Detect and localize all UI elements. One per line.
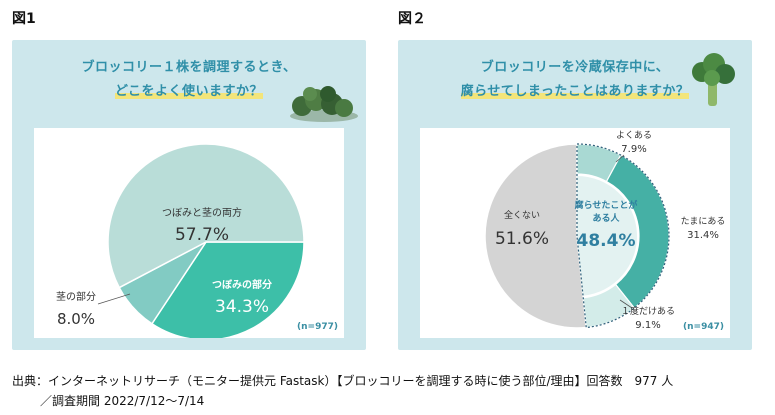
pie1-value-both: 57.7% <box>175 225 229 245</box>
pie2-leader-once <box>619 299 633 309</box>
figure2-chart-area: 全くない 51.6% 腐らせたことが ある人 48.4% よくある 7.9% たまにある 31.… <box>420 128 730 338</box>
broccoli-pile-icon <box>290 86 358 122</box>
pie2-inner-label-line2: ある人 <box>592 212 620 224</box>
pie1-slice <box>107 143 305 289</box>
figure1-question-line2: どこをよく使いますか？ <box>12 80 366 99</box>
pie2-label-none: 全くない <box>504 209 540 221</box>
caption-period: ／調査期間 2022/7/12〜7/14 <box>40 394 205 408</box>
pie2-label-once: １度だけある <box>621 305 675 317</box>
figure1-question-line1: ブロッコリー１株を調理するとき、 <box>81 60 297 75</box>
figure1-n-label: (n=977) <box>297 322 338 332</box>
pie1-leader-line <box>97 293 131 305</box>
figure1-question-text: どこをよく使いますか？ <box>114 84 264 99</box>
pie2-value-once: 9.1% <box>635 320 660 331</box>
pie2-inner-value: 48.4% <box>577 231 636 251</box>
figure2-label: 図２ <box>398 11 426 27</box>
pie2-inner-label-line1: 腐らせたことが <box>575 199 639 211</box>
pie2-value-sometimes: 31.4% <box>687 230 719 241</box>
figure1-label: 図1 <box>12 11 36 27</box>
pie2-value-often: 7.9% <box>621 144 646 155</box>
pie2-ring-slice <box>582 283 636 329</box>
broccoli-icon <box>692 53 735 106</box>
figure2-question-line1: ブロッコリーを冷蔵保存中に、 <box>480 60 670 75</box>
figure2-question-line2: 腐らせてしまったことはありますか？ <box>398 80 752 99</box>
pie2-inner-fill <box>577 176 638 296</box>
pie1-label-both: つぼみと茎の両方 <box>162 206 242 219</box>
pie1-value-bud: 34.3% <box>215 297 269 317</box>
pie1-label-stem: 茎の部分 <box>56 290 96 303</box>
pie2-value-none: 51.6% <box>495 229 549 249</box>
pie2-dotted-outline <box>576 143 670 329</box>
pie2-label-sometimes: たまにある <box>681 216 726 227</box>
figure1-chart-area: つぼみと茎の両方 57.7% つぼみの部分 34.3% 茎の部分 8.0% (n=977) <box>34 128 344 341</box>
pie2-label-often: よくある <box>616 130 652 141</box>
pie1-value-stem: 8.0% <box>57 310 95 328</box>
figure2-question-text: 腐らせてしまったことはありますか？ <box>460 84 690 99</box>
caption-source: 出典：インターネットリサーチ（モニター提供元 Fastask）【ブロッコリーを調… <box>12 374 674 388</box>
figure1-panel: ブロッコリー１株を調理するとき、 どこをよく使いますか？ つぼみと茎の両方 57.… <box>12 40 366 350</box>
figure1-pie-chart: つぼみと茎の両方 57.7% つぼみの部分 34.3% 茎の部分 8.0% <box>56 143 305 341</box>
figure2-panel: ブロッコリーを冷蔵保存中に、 腐らせてしまったことはありますか？ 全くない 51.… <box>398 40 752 350</box>
pie2-slice-none <box>484 143 588 329</box>
pie2-leader-often <box>615 154 625 163</box>
pie1-label-bud: つぼみの部分 <box>212 278 272 291</box>
figure2-n-label: (n=947) <box>683 322 724 332</box>
